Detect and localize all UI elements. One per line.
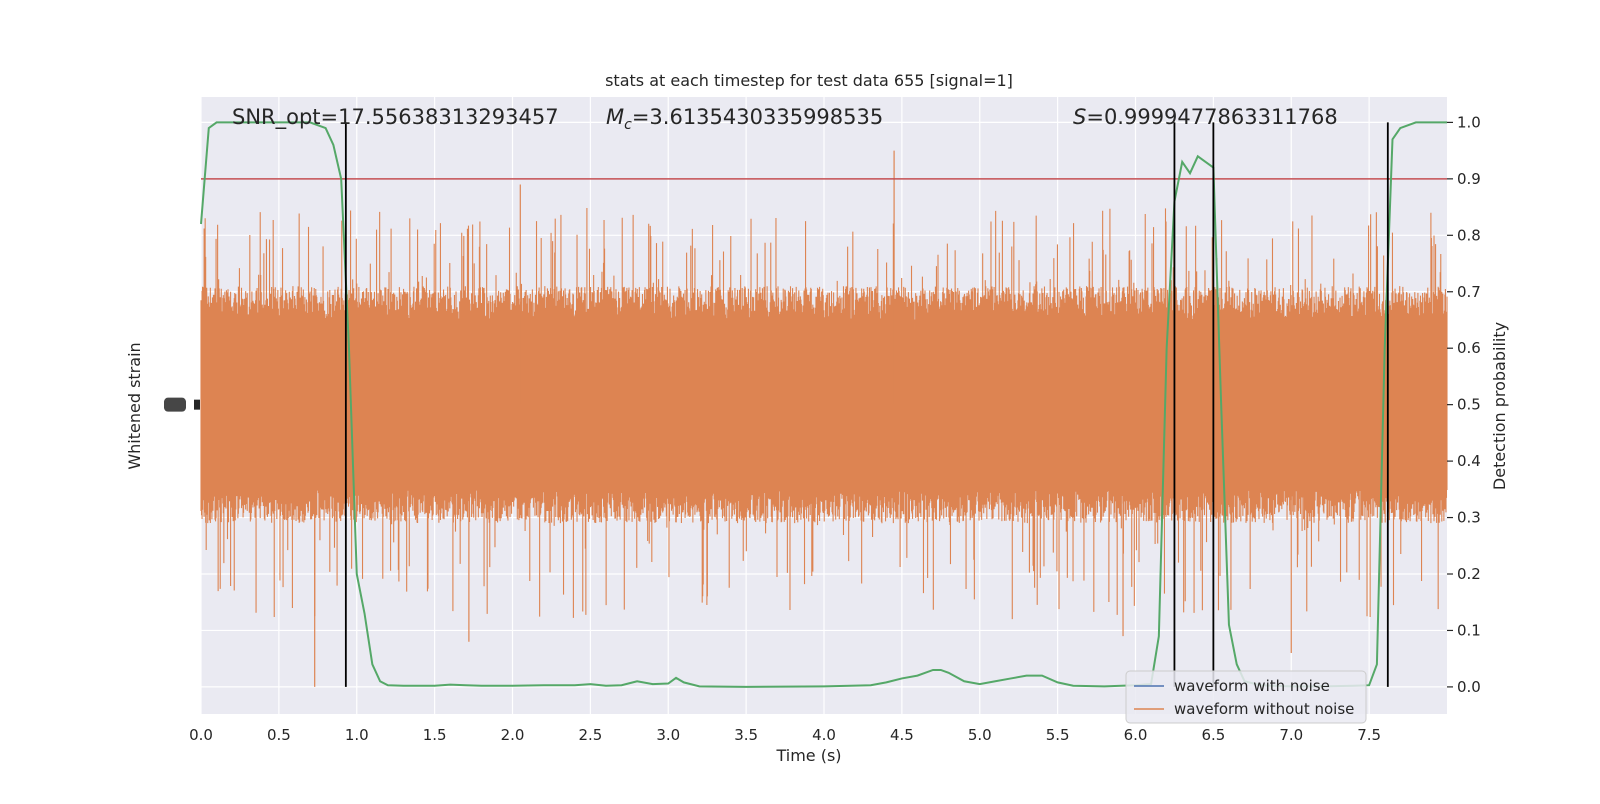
x-tick-label: 3.5 [734, 726, 758, 744]
x-tick-label: 6.5 [1201, 726, 1225, 744]
y-tick-label: 0.8 [1457, 226, 1481, 244]
y-tick-label: 0.1 [1457, 621, 1481, 639]
chirp-mass-subscript: c [624, 117, 632, 133]
vertical-markers [344, 122, 1389, 687]
x-tick-label: 1.0 [345, 726, 369, 744]
x-axis-label: Time (s) [775, 746, 841, 765]
x-tick-label: 5.0 [968, 726, 992, 744]
score-value: =0.9999477863311768 [1086, 105, 1337, 129]
x-tick-label: 3.0 [656, 726, 680, 744]
y-tick-label: 0.4 [1457, 452, 1481, 470]
x-tick-label: 1.5 [423, 726, 447, 744]
y-tick-label: 0.2 [1457, 565, 1481, 583]
x-tick-label: 6.0 [1124, 726, 1148, 744]
y-tick-label: 0.6 [1457, 339, 1481, 357]
chirp-mass-value: =3.6135430335998535 [632, 105, 883, 129]
x-tick-label: 4.5 [890, 726, 914, 744]
left-axis-tick-mark [194, 399, 200, 410]
x-tick-label: 0.0 [189, 726, 213, 744]
x-tick-label: 4.0 [812, 726, 836, 744]
legend-label-without-noise: waveform without noise [1174, 700, 1354, 718]
score-annotation: S=0.9999477863311768 [1073, 105, 1338, 129]
noise-band [200, 207, 1448, 620]
y-tick-label: 0.9 [1457, 170, 1481, 188]
x-tick-label: 2.0 [501, 726, 525, 744]
y-tick-label: 0.7 [1457, 283, 1481, 301]
noise-waveform [200, 150, 1448, 687]
legend-label-with-noise: waveform with noise [1174, 677, 1330, 695]
y-tick-label: 0.3 [1457, 509, 1481, 527]
y-tick-label: 1.0 [1457, 113, 1481, 131]
legend: waveform with noise waveform without noi… [1125, 670, 1367, 724]
probability-series [200, 121, 1447, 688]
chirp-mass-symbol: M [606, 105, 624, 129]
y-tick-label: 0.5 [1457, 396, 1481, 414]
probability-line [200, 121, 1447, 688]
y-tick-label: 0.0 [1457, 678, 1481, 696]
y-axis-label-left: Whitened strain [125, 342, 144, 469]
x-tick-label: 7.0 [1279, 726, 1303, 744]
left-axis-collapsed-labels [164, 397, 186, 412]
y-axis-label-right: Detection probability [1490, 322, 1509, 490]
x-tick-label: 5.5 [1046, 726, 1070, 744]
x-axis: 0.0 0.5 1.0 1.5 2.0 2.5 3.0 3.5 4.0 4.5 5.0 5.5 6.0 6… [189, 726, 1381, 744]
x-tick-label: 2.5 [578, 726, 602, 744]
x-tick-label: 0.5 [267, 726, 291, 744]
left-axis [164, 397, 200, 412]
x-tick-label: 7.5 [1357, 726, 1381, 744]
legend-box [1125, 670, 1367, 724]
right-axis: 0.0 0.1 0.2 0.3 0.4 0.5 0.6 0.7 0.8 0.9 1.0 [1447, 113, 1481, 696]
snr-annotation: SNR_opt=17.55638313293457 [232, 105, 559, 130]
score-symbol: S [1073, 105, 1086, 129]
chart-title: stats at each timestep for test data 655… [605, 71, 1013, 90]
chirp-mass-annotation: Mc=3.6135430335998535 [606, 105, 883, 133]
